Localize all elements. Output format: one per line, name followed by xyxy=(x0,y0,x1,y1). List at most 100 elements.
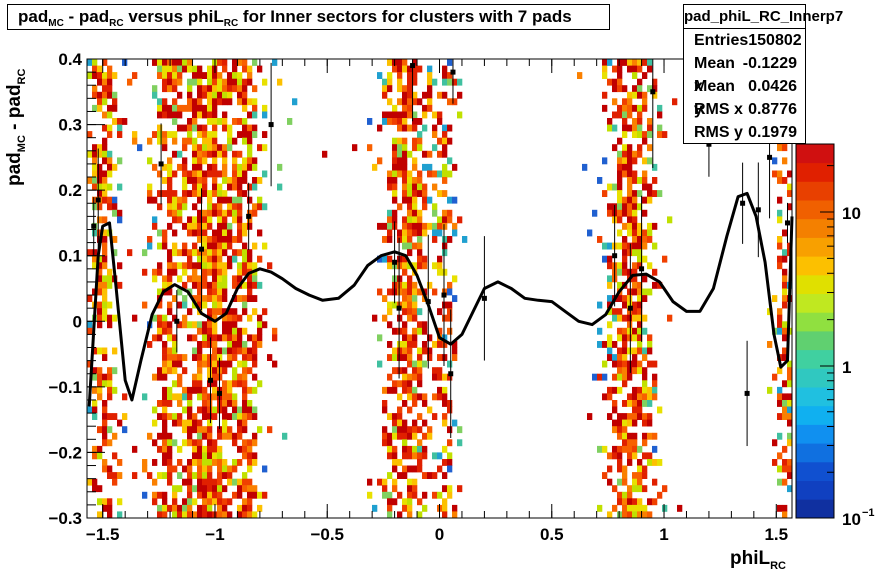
heatmap-cell xyxy=(207,216,213,224)
heatmap-cell xyxy=(207,400,213,407)
heatmap-cell xyxy=(627,491,633,499)
heatmap-cell xyxy=(92,452,98,460)
heatmap-cell xyxy=(197,341,203,348)
heatmap-cell xyxy=(622,104,628,112)
heatmap-cell xyxy=(637,327,643,335)
heatmap-cell xyxy=(647,393,653,401)
heatmap-cell xyxy=(97,65,103,73)
heatmap-cell xyxy=(622,255,628,263)
heatmap-cell xyxy=(442,249,448,257)
heatmap-cell xyxy=(237,72,243,79)
heatmap-cell xyxy=(247,465,253,473)
heatmap-cell xyxy=(222,59,228,66)
heatmap-cell xyxy=(227,498,233,506)
heatmap-cell xyxy=(392,347,398,355)
heatmap-cell xyxy=(417,465,423,473)
heatmap-cell xyxy=(162,236,168,243)
heatmap-cell xyxy=(97,445,103,453)
heatmap-cell xyxy=(407,111,413,119)
heatmap-cell xyxy=(617,157,623,165)
heatmap-cell xyxy=(387,170,393,178)
heatmap-cell xyxy=(242,262,248,270)
heatmap-cell xyxy=(122,426,128,434)
heatmap-cell xyxy=(97,177,103,184)
heatmap-cell xyxy=(152,91,158,99)
heatmap-cell xyxy=(107,163,113,171)
heatmap-cell xyxy=(87,177,93,184)
heatmap-cell xyxy=(232,393,238,401)
heatmap-cell xyxy=(622,268,628,276)
heatmap-cell xyxy=(617,242,623,250)
heatmap-cell xyxy=(222,314,228,322)
heatmap-cell xyxy=(242,98,248,106)
heatmap-cell xyxy=(257,341,263,348)
heatmap-cell xyxy=(207,262,213,270)
heatmap-cell xyxy=(612,111,618,119)
heatmap-cell xyxy=(232,400,238,407)
heatmap-cell xyxy=(192,249,198,257)
heatmap-cell xyxy=(392,459,398,466)
heatmap-cell xyxy=(432,111,438,119)
heatmap-cell xyxy=(157,314,163,322)
heatmap-cell xyxy=(182,190,188,197)
heatmap-cell xyxy=(202,445,208,453)
heatmap-cell xyxy=(447,137,453,145)
heatmap-cell xyxy=(102,459,108,466)
heatmap-cell xyxy=(632,360,638,368)
heatmap-cell xyxy=(402,170,408,178)
heatmap-cell xyxy=(182,386,188,394)
heatmap-cell xyxy=(272,327,278,335)
heatmap-cell xyxy=(262,170,268,178)
heatmap-cell xyxy=(632,498,638,506)
heatmap-cell xyxy=(237,131,243,138)
heatmap-cell xyxy=(632,85,638,93)
heatmap-cell xyxy=(262,78,268,86)
stats-label: RMS y xyxy=(694,124,743,141)
heatmap-cell xyxy=(217,432,223,440)
heatmap-cell xyxy=(387,321,393,329)
heatmap-cell xyxy=(222,347,228,355)
heatmap-cell xyxy=(157,367,163,375)
heatmap-cell xyxy=(227,327,233,335)
heatmap-cell xyxy=(447,209,453,217)
heatmap-cell xyxy=(217,459,223,466)
heatmap-cell xyxy=(252,341,258,348)
heatmap-cell xyxy=(622,203,628,211)
heatmap-cell xyxy=(242,85,248,93)
heatmap-cell xyxy=(367,478,373,486)
heatmap-cell xyxy=(177,373,183,381)
heatmap-cell xyxy=(167,65,173,73)
heatmap-cell xyxy=(627,216,633,224)
heatmap-cell xyxy=(617,367,623,375)
heatmap-cell xyxy=(242,360,248,368)
heatmap-cell xyxy=(642,72,648,79)
heatmap-cell xyxy=(237,459,243,466)
heatmap-cell xyxy=(102,400,108,407)
heatmap-cell xyxy=(632,236,638,243)
heatmap-cell xyxy=(422,419,428,427)
heatmap-cell xyxy=(782,321,788,329)
heatmap-cell xyxy=(387,301,393,309)
heatmap-cell xyxy=(642,452,648,460)
heatmap-cell xyxy=(232,413,238,420)
heatmap-cell xyxy=(262,144,268,152)
heatmap-cell xyxy=(92,406,98,414)
heatmap-cell xyxy=(637,459,643,466)
heatmap-cell xyxy=(602,157,608,165)
heatmap-cell xyxy=(247,386,253,394)
heatmap-cell xyxy=(232,196,238,204)
heatmap-cell xyxy=(782,301,788,309)
heatmap-cell xyxy=(412,308,418,316)
heatmap-cell xyxy=(142,301,148,309)
heatmap-cell xyxy=(217,275,223,283)
heatmap-cell xyxy=(447,72,453,79)
heatmap-cell xyxy=(777,170,783,178)
heatmap-cell xyxy=(422,91,428,99)
heatmap-cell xyxy=(617,419,623,427)
heatmap-cell xyxy=(637,406,643,414)
heatmap-cell xyxy=(787,183,793,191)
heatmap-cell xyxy=(177,459,183,466)
heatmap-cell xyxy=(427,98,433,106)
heatmap-cell xyxy=(252,275,258,283)
heatmap-cell xyxy=(217,445,223,453)
